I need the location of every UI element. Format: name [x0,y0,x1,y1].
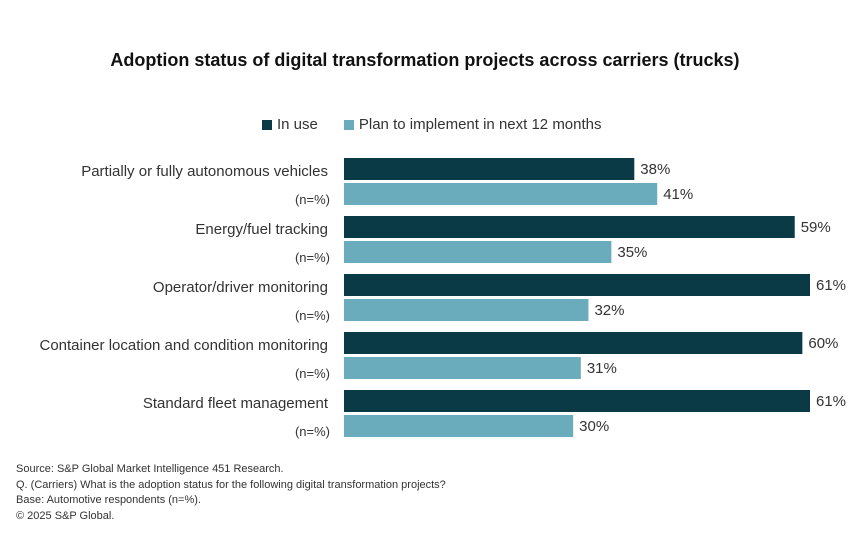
legend-swatch-plan [343,119,354,130]
footnote-base: Base: Automotive respondents (n=%). [16,494,201,506]
footnote-question: Q. (Carriers) What is the adoption statu… [16,478,446,491]
category-label-1: Energy/fuel tracking [195,221,328,238]
category-label-2: Operator/driver monitoring [153,279,328,296]
bar-in-use-3 [344,332,803,354]
data-label-plan-4: 30% [579,418,609,435]
bar-plan-4 [344,415,574,437]
bar-plan-0 [344,183,658,205]
category-label-4: Standard fleet management [143,395,329,412]
legend-label-in-use: In use [277,116,318,133]
data-label-plan-1: 35% [617,244,647,261]
legend-item-in-use: In use [262,116,318,133]
data-label-in-use-2: 61% [816,277,846,294]
category-label-0: Partially or fully autonomous vehicles [81,163,328,180]
bar-in-use-4 [344,390,810,412]
category-label-3: Container location and condition monitor… [39,337,328,354]
bar-in-use-2 [344,274,810,296]
footnotes: Source: S&P Global Market Intelligence 4… [16,462,446,524]
legend-item-plan: Plan to implement in next 12 months [343,116,602,133]
legend-label-plan: Plan to implement in next 12 months [358,116,602,133]
data-label-plan-2: 32% [594,302,624,319]
legend-swatch-in-use [262,119,272,130]
sublabel-1: (n=%) [295,250,330,265]
chart-title: Adoption status of digital transformatio… [110,50,740,70]
data-label-plan-3: 31% [587,360,617,377]
bar-in-use-1 [344,216,795,238]
data-label-in-use-1: 59% [801,219,831,236]
data-label-in-use-4: 61% [816,393,846,410]
chart-legend: In use Plan to implement in next 12 mont… [262,116,628,133]
bar-in-use-0 [344,158,635,180]
sublabel-2: (n=%) [295,308,330,323]
sublabel-4: (n=%) [295,424,330,439]
data-label-plan-0: 41% [663,186,693,203]
footnote-source: Source: S&P Global Market Intelligence 4… [16,463,284,475]
bar-plan-3 [344,357,581,379]
data-label-in-use-0: 38% [640,161,670,178]
bar-plan-1 [344,241,612,263]
bar-plan-2 [344,299,589,321]
sublabel-0: (n=%) [295,192,330,207]
sublabel-3: (n=%) [295,366,330,381]
footnote-copyright: © 2025 S&P Global. [16,509,115,522]
data-label-in-use-3: 60% [808,335,838,352]
